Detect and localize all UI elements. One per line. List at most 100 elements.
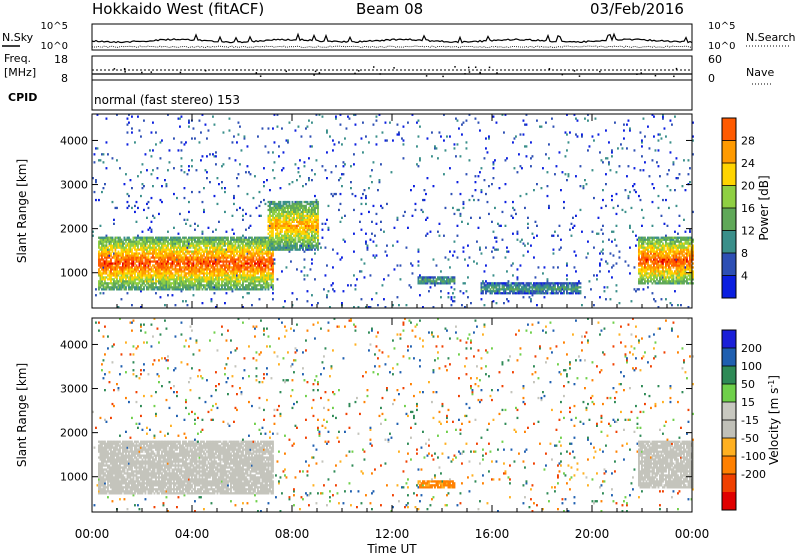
- heatmap-cell: [95, 179, 97, 182]
- heatmap-cell: [183, 274, 186, 277]
- heatmap-cell: [633, 167, 636, 170]
- heatmap-cell: [513, 208, 516, 212]
- heatmap-cell: [528, 286, 531, 289]
- heatmap-cell: [306, 218, 309, 221]
- heatmap-cell: [560, 238, 562, 241]
- heatmap-cell: [165, 256, 168, 259]
- heatmap-cell: [315, 228, 318, 231]
- heatmap-cell: [570, 286, 573, 289]
- heatmap-cell: [279, 224, 282, 227]
- heatmap-cell: [228, 242, 231, 245]
- heatmap-cell: [206, 250, 208, 253]
- heatmap-cell: [92, 234, 94, 237]
- heatmap-cell: [503, 286, 505, 289]
- heatmap-cell: [638, 240, 640, 243]
- heatmap-cell: [231, 274, 234, 277]
- nave-point: [357, 70, 360, 72]
- heatmap-cell: [234, 284, 237, 287]
- heatmap-cell: [141, 238, 144, 241]
- heatmap-cell: [98, 246, 100, 249]
- heatmap-cell: [221, 248, 223, 251]
- heatmap-cell: [183, 272, 186, 275]
- heatmap-cell: [242, 286, 244, 289]
- heatmap-cell: [612, 206, 615, 210]
- heatmap-cell: [269, 226, 271, 229]
- heatmap-cell: [206, 280, 208, 283]
- heatmap-cell: [314, 240, 316, 243]
- heatmap-cell: [182, 236, 184, 239]
- heatmap-cell: [557, 284, 559, 287]
- heatmap-cell: [312, 238, 315, 241]
- heatmap-cell: [420, 282, 423, 285]
- heatmap-cell: [399, 278, 402, 281]
- heatmap-cell: [264, 276, 267, 279]
- heatmap-cell: [131, 260, 133, 263]
- heatmap-cell: [290, 218, 292, 221]
- heatmap-cell: [113, 268, 115, 271]
- heatmap-cell: [371, 298, 373, 301]
- heatmap-cell: [117, 238, 120, 241]
- heatmap-cell: [167, 256, 169, 259]
- heatmap-cell: [638, 278, 640, 281]
- heatmap-cell: [243, 274, 246, 277]
- heatmap-cell: [291, 238, 294, 241]
- heatmap-cell: [174, 288, 177, 291]
- heatmap-cell: [278, 224, 280, 227]
- heatmap-cell: [246, 165, 249, 168]
- heatmap-cell: [263, 248, 265, 251]
- heatmap-cell: [150, 270, 153, 273]
- heatmap-cell: [219, 250, 222, 253]
- heatmap-cell: [482, 290, 484, 293]
- heatmap-cell: [273, 202, 276, 206]
- heatmap-cell: [575, 214, 577, 217]
- heatmap-cell: [108, 240, 111, 243]
- heatmap-cell: [113, 246, 115, 249]
- heatmap-cell: [113, 254, 115, 257]
- heatmap-cell: [134, 272, 136, 275]
- heatmap-cell: [563, 290, 565, 293]
- heatmap-cell: [143, 288, 145, 291]
- heatmap-cell: [444, 256, 447, 259]
- heatmap-cell: [350, 284, 352, 287]
- heatmap-cell: [168, 278, 171, 281]
- heatmap-cell: [210, 272, 213, 275]
- heatmap-cell: [417, 264, 420, 267]
- heatmap-cell: [564, 286, 567, 289]
- heatmap-cell: [159, 266, 162, 269]
- heatmap-cell: [188, 125, 190, 128]
- heatmap-cell: [155, 131, 157, 134]
- heatmap-cell: [549, 286, 552, 289]
- heatmap-cell: [132, 260, 135, 263]
- heatmap-cell: [230, 238, 232, 241]
- heatmap-cell: [134, 240, 136, 243]
- heatmap-cell: [141, 270, 144, 273]
- heatmap-cell: [186, 286, 189, 289]
- heatmap-cell: [618, 165, 621, 168]
- heatmap-cell: [459, 290, 462, 293]
- heatmap-cell: [104, 272, 106, 275]
- heatmap-cell: [506, 246, 508, 249]
- heatmap-cell: [207, 252, 210, 255]
- heatmap-cell: [221, 187, 223, 190]
- noise-strip: N.Sky 10^5 10^0 10^5 10^0 N.Search: [2, 21, 796, 52]
- heatmap-cell: [206, 288, 208, 291]
- heatmap-cell: [224, 286, 226, 289]
- heatmap-cell: [117, 246, 120, 249]
- heatmap-cell: [285, 232, 288, 235]
- heatmap-cell: [200, 266, 202, 269]
- heatmap-cell: [201, 200, 204, 204]
- heatmap-cell: [269, 262, 271, 265]
- heatmap-cell: [206, 246, 208, 249]
- heatmap-cell: [140, 286, 142, 289]
- heatmap-cell: [338, 141, 340, 144]
- heatmap-cell: [122, 266, 124, 269]
- heatmap-cell: [282, 214, 285, 217]
- heatmap-cell: [182, 282, 184, 285]
- heatmap-cell: [302, 204, 304, 208]
- heatmap-cell: [98, 286, 100, 289]
- heatmap-cell: [500, 292, 502, 295]
- heatmap-cell: [638, 248, 640, 251]
- heatmap-cell: [339, 220, 342, 223]
- heatmap-cell: [234, 270, 237, 273]
- heatmap-cell: [197, 248, 199, 251]
